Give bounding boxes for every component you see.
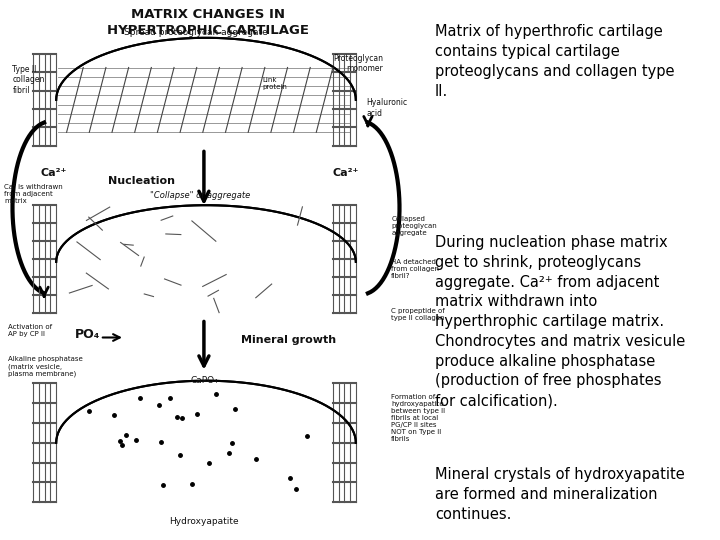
Text: HYPERTROPHIC CARTILAGE: HYPERTROPHIC CARTILAGE [107,24,309,37]
Text: During nucleation phase matrix
get to shrink, proteoglycans
aggregate. Ca²⁺ from: During nucleation phase matrix get to sh… [435,235,685,408]
Text: Mineral crystals of hydroxyapatite
are formed and mineralization
continues.: Mineral crystals of hydroxyapatite are f… [435,467,685,522]
Text: Ca² is withdrawn
from adjacent
matrix: Ca² is withdrawn from adjacent matrix [4,184,63,205]
Text: Matrix of hyperthrofic cartilage
contains typical cartilage
proteoglycans and co: Matrix of hyperthrofic cartilage contain… [435,24,674,99]
Text: Hydroxyapatite: Hydroxyapatite [169,517,239,526]
Text: Activation of
AP by CP II: Activation of AP by CP II [9,324,53,337]
Text: Ca²⁺: Ca²⁺ [41,168,67,178]
Text: MATRIX CHANGES IN: MATRIX CHANGES IN [131,8,285,21]
Text: Mineral growth: Mineral growth [241,335,336,345]
Text: Formation of
hydroxyapatite
between type II
fibrils at local
PG/CP II sites
NOT : Formation of hydroxyapatite between type… [391,394,445,442]
Text: Hyaluronic
acid: Hyaluronic acid [366,98,408,118]
Text: Ca²⁺: Ca²⁺ [332,168,359,178]
Text: Proteoglycan
monomer: Proteoglycan monomer [333,54,383,73]
Text: CaPO₄: CaPO₄ [190,376,217,385]
Text: Type II
collagen
fibril: Type II collagen fibril [12,65,45,94]
Text: PO₄: PO₄ [75,328,100,341]
Text: "Collapse" of aggregate: "Collapse" of aggregate [150,191,250,200]
Text: Link
protein: Link protein [262,77,287,90]
Text: Collapsed
proteoglycan
aggregate: Collapsed proteoglycan aggregate [391,216,437,236]
Text: Alkaline phosphatase
(matrix vesicle,
plasma membrane): Alkaline phosphatase (matrix vesicle, pl… [9,356,83,377]
Text: HA detached
from collagen
fibril?: HA detached from collagen fibril? [391,259,439,279]
Text: C propeptide of
type II collagen: C propeptide of type II collagen [391,308,445,321]
Text: Nucleation: Nucleation [108,176,175,186]
Text: Spread proteoglycan aggregate: Spread proteoglycan aggregate [124,28,267,37]
